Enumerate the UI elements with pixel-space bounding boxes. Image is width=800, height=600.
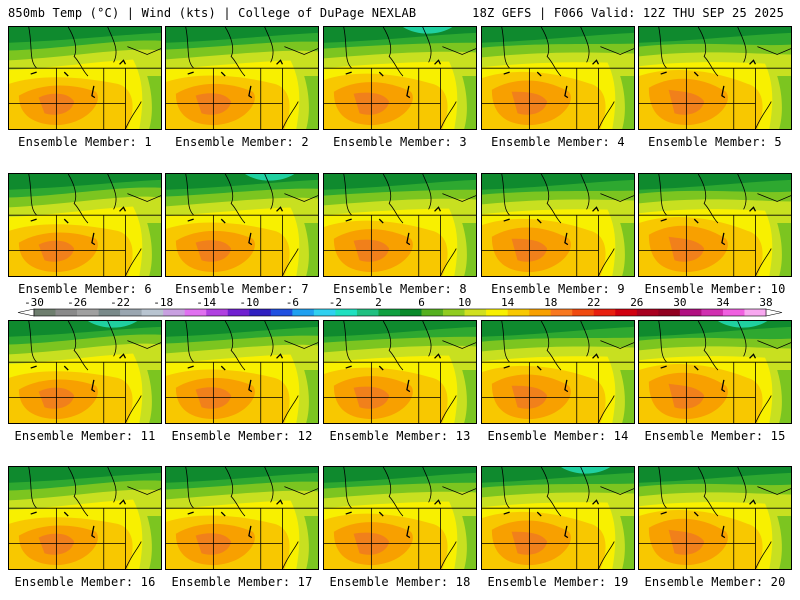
colorbar-segment xyxy=(572,309,595,316)
colorbar-tick-label: -14 xyxy=(196,296,216,309)
ensemble-member-map xyxy=(638,320,792,424)
ensemble-member-map xyxy=(165,466,319,570)
colorbar-tick-label: 38 xyxy=(759,296,772,309)
colorbar-tick-label: 22 xyxy=(587,296,600,309)
ensemble-member-map xyxy=(165,173,319,277)
ensemble-member-label: Ensemble Member: 20 xyxy=(644,575,786,589)
colorbar-segment xyxy=(593,309,616,316)
ensemble-member-label: Ensemble Member: 2 xyxy=(175,135,309,149)
colorbar-segment xyxy=(55,309,78,316)
ensemble-member-label: Ensemble Member: 1 xyxy=(18,135,152,149)
ensemble-member-map xyxy=(323,26,477,130)
ensemble-member-map xyxy=(8,173,162,277)
colorbar-segment xyxy=(658,309,681,316)
ensemble-member-map xyxy=(481,466,635,570)
colorbar-segment xyxy=(184,309,207,316)
colorbar-segment xyxy=(679,309,702,316)
colorbar-tick-label: 26 xyxy=(630,296,643,309)
ensemble-member-label: Ensemble Member: 12 xyxy=(171,429,313,443)
colorbar-tick-label: -6 xyxy=(286,296,299,309)
ensemble-member-label: Ensemble Member: 6 xyxy=(18,282,152,296)
ensemble-member-label: Ensemble Member: 18 xyxy=(329,575,471,589)
ensemble-member-label: Ensemble Member: 10 xyxy=(644,282,786,296)
colorbar-segment xyxy=(120,309,142,316)
colorbar-segment xyxy=(744,309,767,316)
ensemble-member-label: Ensemble Member: 19 xyxy=(487,575,629,589)
ensemble-member-label: Ensemble Member: 15 xyxy=(644,429,786,443)
run-valid-time: 18Z GEFS | F066 Valid: 12Z THU SEP 25 20… xyxy=(472,6,784,20)
ensemble-member-label: Ensemble Member: 17 xyxy=(171,575,313,589)
colorbar-segment xyxy=(98,309,121,316)
colorbar-segment xyxy=(421,309,444,316)
colorbar-segment xyxy=(77,309,99,316)
ensemble-member-label: Ensemble Member: 9 xyxy=(491,282,625,296)
colorbar-segment xyxy=(529,309,552,316)
colorbar-segment xyxy=(486,309,508,316)
ensemble-member-label: Ensemble Member: 7 xyxy=(175,282,309,296)
colorbar-tick-label: 6 xyxy=(418,296,425,309)
colorbar-segment xyxy=(270,309,293,316)
ensemble-member-label: Ensemble Member: 4 xyxy=(491,135,625,149)
colorbar-segment xyxy=(550,309,573,316)
ensemble-member-map xyxy=(638,173,792,277)
ensemble-member-label: Ensemble Member: 5 xyxy=(648,135,782,149)
colorbar-tick-label: 10 xyxy=(458,296,471,309)
colorbar-segment xyxy=(163,309,186,316)
colorbar-segment xyxy=(249,309,272,316)
colorbar-tick-label: -30 xyxy=(24,296,44,309)
colorbar-segment xyxy=(443,309,465,316)
colorbar-segment xyxy=(507,309,530,316)
ensemble-member-map xyxy=(323,173,477,277)
colorbar-segment xyxy=(141,309,164,316)
colorbar-segment xyxy=(701,309,724,316)
colorbar-segment xyxy=(722,309,745,316)
colorbar-tick-label: -10 xyxy=(239,296,259,309)
ensemble-member-map xyxy=(8,26,162,130)
ensemble-member-map xyxy=(8,320,162,424)
colorbar-tick-label: 34 xyxy=(716,296,730,309)
ensemble-member-label: Ensemble Member: 13 xyxy=(329,429,471,443)
ensemble-member-map xyxy=(481,320,635,424)
colorbar-segment xyxy=(636,309,659,316)
ensemble-member-label: Ensemble Member: 8 xyxy=(333,282,467,296)
colorbar-segment xyxy=(313,309,336,316)
colorbar-segment xyxy=(292,309,315,316)
colorbar-tick-label: -2 xyxy=(329,296,342,309)
colorbar-segment xyxy=(400,309,422,316)
colorbar-tick-label: 2 xyxy=(375,296,382,309)
ensemble-member-map xyxy=(481,173,635,277)
ensemble-member-map xyxy=(165,320,319,424)
ensemble-member-label: Ensemble Member: 11 xyxy=(14,429,156,443)
ensemble-member-map xyxy=(323,320,477,424)
colorbar-tick-label: -18 xyxy=(153,296,173,309)
colorbar-tick-label: -22 xyxy=(110,296,130,309)
colorbar-tick-label: 14 xyxy=(501,296,515,309)
ensemble-member-map xyxy=(165,26,319,130)
colorbar-segment xyxy=(227,309,250,316)
map-title: 850mb Temp (°C) | Wind (kts) | College o… xyxy=(8,6,417,20)
ensemble-member-map xyxy=(638,466,792,570)
ensemble-member-map xyxy=(481,26,635,130)
colorbar-segment xyxy=(335,309,358,316)
colorbar-segment xyxy=(356,309,379,316)
ensemble-member-map xyxy=(323,466,477,570)
colorbar-tick-label: 30 xyxy=(673,296,686,309)
colorbar-segment xyxy=(378,309,401,316)
ensemble-member-label: Ensemble Member: 14 xyxy=(487,429,629,443)
ensemble-member-label: Ensemble Member: 3 xyxy=(333,135,467,149)
colorbar-segment xyxy=(464,309,487,316)
ensemble-member-map xyxy=(8,466,162,570)
colorbar-segment xyxy=(206,309,229,316)
ensemble-member-map xyxy=(638,26,792,130)
colorbar-segment xyxy=(34,309,56,316)
colorbar-max-arrow xyxy=(765,308,783,317)
colorbar-tick-label: 18 xyxy=(544,296,557,309)
ensemble-member-label: Ensemble Member: 16 xyxy=(14,575,156,589)
colorbar-min-arrow xyxy=(17,308,35,317)
colorbar-tick-label: -26 xyxy=(67,296,87,309)
temperature-colorbar: -30 -26 -22 -18 -14 -10 -6 -2 2 6 10 14 18 22 26 30 34 38… xyxy=(17,296,783,317)
colorbar-segment xyxy=(615,309,638,316)
